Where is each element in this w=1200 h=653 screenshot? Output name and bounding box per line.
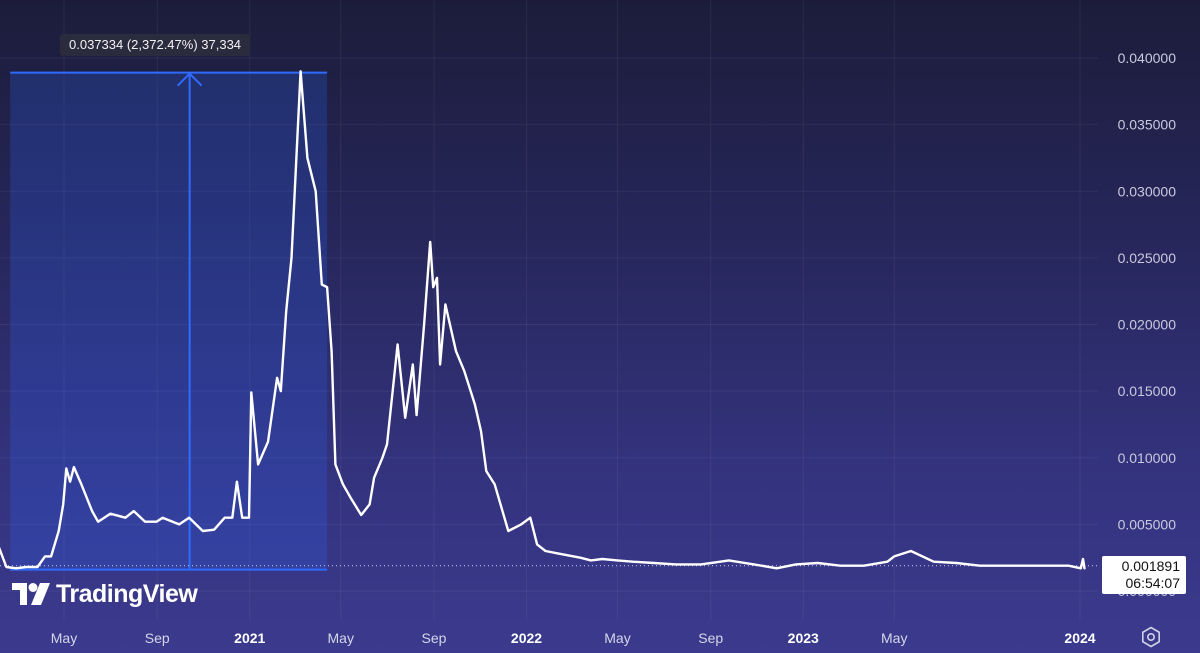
- measure-arrow-head: [176, 72, 203, 87]
- measure-range-box[interactable]: [10, 72, 328, 570]
- x-tick-label: May: [51, 630, 77, 646]
- time-axis[interactable]: May Sep 2021 May Sep 2022 May Sep 2023 May 2024: [51, 630, 1096, 646]
- y-tick-label: 0.025000: [1118, 250, 1177, 266]
- tradingview-logo-icon: [12, 583, 50, 605]
- y-tick-label: 0.010000: [1118, 450, 1177, 466]
- y-tick-label: 0.040000: [1118, 50, 1177, 66]
- x-tick-label: 2021: [234, 630, 265, 646]
- y-tick-label: 0.015000: [1118, 383, 1177, 399]
- price-axis[interactable]: 0.040000 0.035000 0.030000 0.025000 0.020000…: [1118, 50, 1177, 599]
- y-tick-label: 0.030000: [1118, 183, 1177, 199]
- last-price-label: 0.001891 06:54:07: [1102, 556, 1186, 594]
- measure-tooltip: 0.037334 (2,372.47%) 37,334: [60, 34, 251, 56]
- y-tick-label: 0.005000: [1118, 516, 1177, 532]
- x-tick-label: May: [881, 630, 907, 646]
- price-series: [0, 70, 1100, 570]
- logo-text: TradingView: [56, 579, 198, 608]
- tradingview-logo[interactable]: TradingView: [12, 579, 198, 608]
- x-tick-label: Sep: [145, 630, 170, 646]
- bar-countdown: 06:54:07: [1125, 575, 1181, 591]
- grid: [0, 0, 1098, 620]
- x-tick-label: 2022: [511, 630, 542, 646]
- price-line: [0, 70, 1086, 570]
- x-tick-label: 2023: [788, 630, 819, 646]
- gear-icon[interactable]: [1140, 626, 1162, 648]
- y-tick-label: 0.020000: [1118, 317, 1177, 333]
- x-tick-label: May: [604, 630, 630, 646]
- y-tick-label: 0.035000: [1118, 117, 1177, 133]
- x-tick-label: May: [328, 630, 354, 646]
- last-price-value: 0.001891: [1121, 558, 1180, 574]
- x-tick-label: 2024: [1064, 630, 1095, 646]
- measurement-tool[interactable]: [10, 71, 328, 571]
- x-tick-label: Sep: [698, 630, 723, 646]
- x-tick-label: Sep: [422, 630, 447, 646]
